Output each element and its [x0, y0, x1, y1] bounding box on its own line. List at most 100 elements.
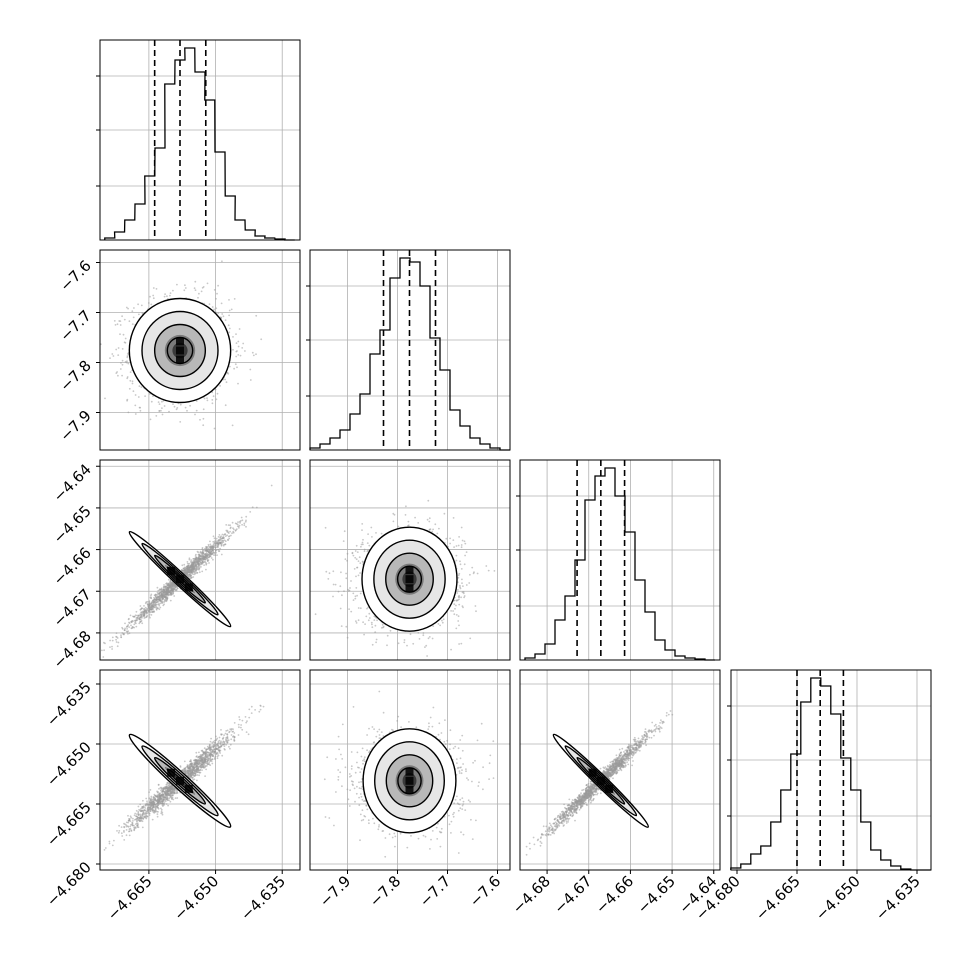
scatter-point: [357, 607, 360, 609]
scatter-point: [222, 315, 225, 318]
scatter-point: [226, 534, 229, 537]
scatter-point: [345, 625, 348, 628]
scatter-point: [249, 379, 252, 381]
scatter-point: [123, 629, 126, 632]
scatter-point: [157, 589, 160, 592]
scatter-point: [205, 556, 207, 559]
scatter-point: [235, 342, 238, 344]
scatter-point: [202, 286, 205, 288]
scatter-point: [464, 554, 466, 557]
scatter-point: [172, 585, 175, 588]
scatter-point: [120, 634, 122, 637]
scatter-point: [414, 516, 416, 519]
scatter-point: [221, 313, 224, 315]
scatter-point: [228, 314, 231, 317]
scatter-point: [227, 539, 230, 542]
scatter-point: [353, 568, 356, 570]
scatter-point: [236, 350, 238, 352]
scatter-point: [161, 593, 164, 596]
scatter-point: [166, 591, 169, 594]
scatter-point: [115, 641, 118, 643]
scatter-point: [350, 580, 352, 582]
scatter-point: [158, 608, 161, 611]
scatter-point: [165, 590, 168, 592]
scatter-point: [148, 600, 151, 602]
scatter-point: [227, 372, 230, 375]
scatter-point: [153, 596, 155, 599]
scatter-point: [241, 347, 244, 349]
scatter-point: [169, 594, 172, 596]
contour-line-1-0-2: [141, 310, 219, 391]
scatter-point: [352, 554, 355, 557]
scatter-point: [133, 623, 136, 626]
scatter-point: [234, 529, 237, 532]
scatter-point: [126, 628, 128, 630]
scatter-point: [405, 505, 407, 508]
scatter-point: [365, 615, 368, 618]
scatter-point: [160, 601, 163, 604]
scatter-point: [244, 520, 247, 523]
scatter-point: [126, 356, 129, 359]
scatter-point: [360, 543, 363, 546]
scatter-point: [138, 313, 140, 316]
scatter-point: [232, 527, 234, 530]
scatter-point: [428, 517, 431, 520]
scatter-point: [184, 566, 187, 569]
scatter-point: [127, 624, 130, 626]
scatter-point: [456, 592, 459, 594]
scatter-point: [206, 546, 208, 548]
scatter-point: [425, 644, 428, 647]
scatter-point: [175, 408, 178, 411]
scatter-point: [111, 648, 113, 650]
scatter-point: [140, 386, 143, 388]
scatter-point: [375, 641, 377, 644]
scatter-point: [332, 570, 335, 573]
scatter-point: [363, 548, 366, 551]
scatter-point: [208, 303, 211, 305]
scatter-point: [184, 406, 187, 409]
scatter-point: [111, 636, 114, 639]
scatter-point: [165, 585, 168, 588]
scatter-point: [195, 553, 197, 556]
scatter-point: [386, 644, 388, 647]
scatter-point: [476, 572, 479, 575]
scatter-point: [166, 597, 169, 600]
scatter-point: [185, 571, 188, 574]
scatter-point: [143, 617, 146, 619]
scatter-point: [225, 524, 228, 526]
scatter-point: [198, 571, 201, 574]
scatter-point: [251, 351, 254, 354]
scatter-point: [461, 582, 463, 584]
scatter-point: [230, 308, 233, 311]
scatter-point: [357, 560, 360, 562]
scatter-point: [194, 564, 197, 567]
scatter-point: [187, 564, 190, 567]
scatter-point: [217, 536, 220, 538]
scatter-point: [237, 345, 240, 348]
scatter-point: [220, 553, 223, 556]
scatter-point: [209, 540, 211, 543]
scatter-point: [206, 399, 209, 402]
scatter-point: [455, 559, 458, 562]
scatter-point: [450, 610, 452, 612]
scatter-point: [219, 542, 222, 545]
scatter-point: [199, 558, 202, 560]
scatter-point: [167, 578, 170, 581]
scatter-point: [197, 563, 200, 565]
scatter-point: [363, 550, 366, 553]
scatter-point: [231, 521, 234, 524]
scatter-point: [157, 601, 160, 603]
scatter-point: [213, 542, 216, 545]
scatter-point: [428, 528, 431, 531]
scatter-point: [165, 582, 168, 585]
scatter-point: [163, 584, 165, 586]
scatter-point: [175, 588, 178, 591]
scatter-point: [428, 520, 431, 523]
scatter-point: [167, 588, 169, 590]
scatter-point: [368, 544, 371, 547]
scatter-point: [356, 551, 359, 553]
panel-content-2-1: [310, 460, 510, 660]
scatter-point: [190, 559, 193, 561]
scatter-point: [243, 522, 246, 525]
scatter-point: [131, 310, 134, 313]
